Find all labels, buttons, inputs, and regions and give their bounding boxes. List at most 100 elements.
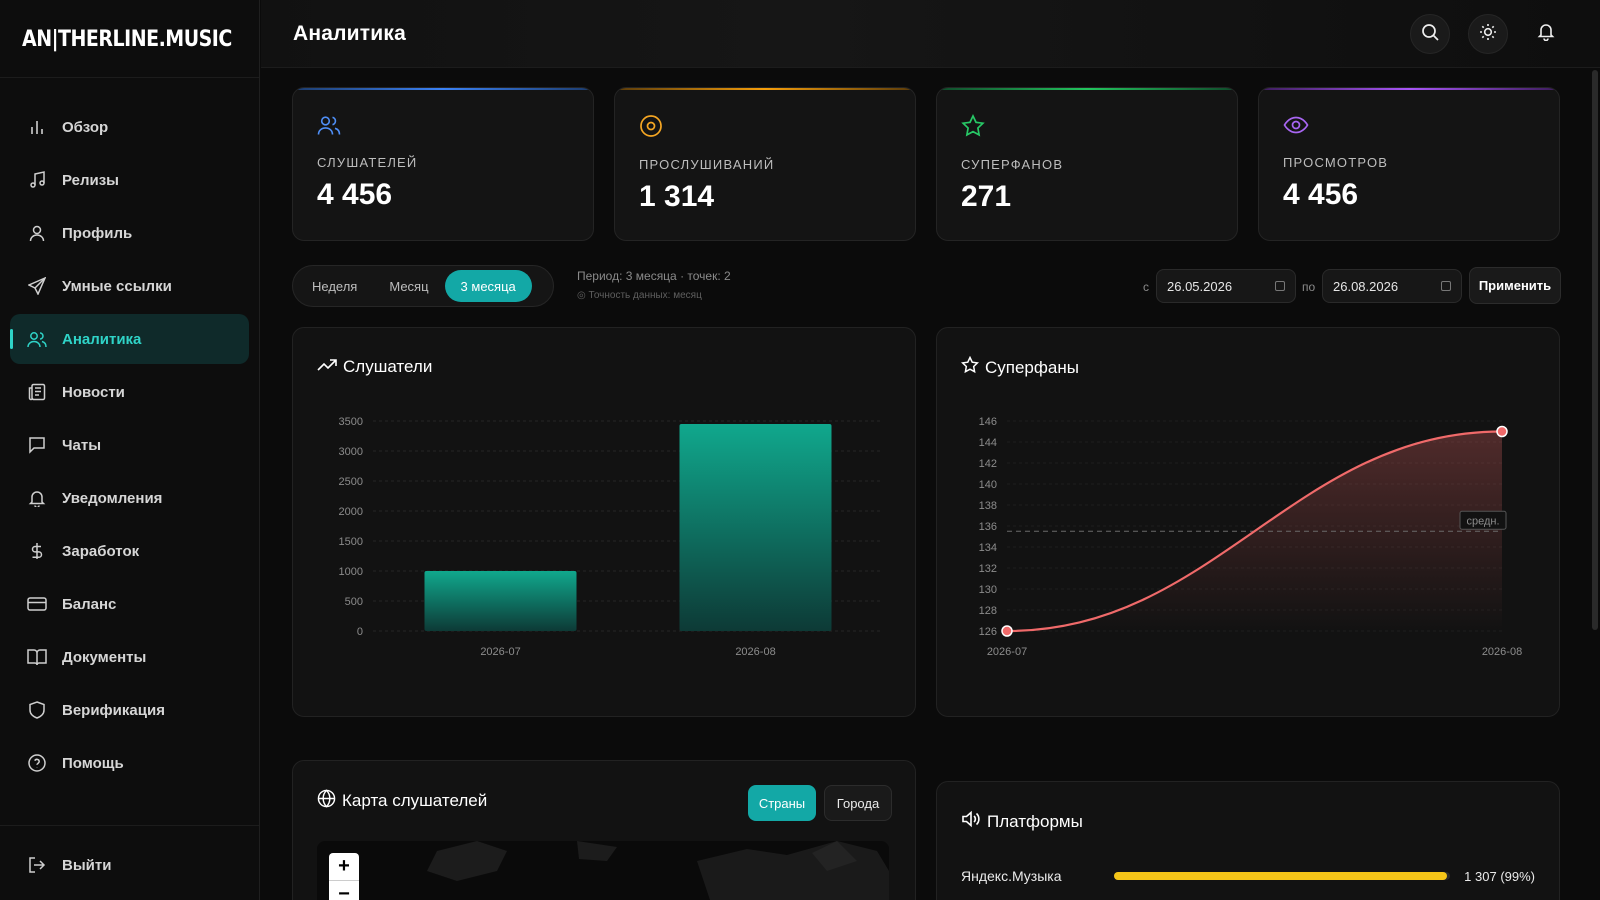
platforms-panel: Платформы Яндекс.Музыка 1 307 (99%) xyxy=(936,781,1560,900)
stat-card-views: ПРОСМОТРОВ 4 456 xyxy=(1258,87,1560,241)
newspaper-icon xyxy=(26,381,48,403)
sidebar-item-label: Заработок xyxy=(62,542,140,560)
date-to-input[interactable]: 26.08.2026 xyxy=(1322,269,1462,303)
star-icon xyxy=(961,114,985,142)
y-tick-label: 140 xyxy=(979,479,997,491)
stat-value: 4 456 xyxy=(317,178,393,211)
tab-cities[interactable]: Города xyxy=(824,785,892,821)
send-icon xyxy=(26,275,48,297)
sidebar-item-overview[interactable]: Обзор xyxy=(10,102,249,152)
y-tick-label: 138 xyxy=(979,500,997,512)
sidebar-item-chats[interactable]: Чаты xyxy=(10,420,249,470)
logout-button[interactable]: Выйти xyxy=(10,840,249,890)
period-selector: Неделя Месяц 3 месяца xyxy=(292,265,554,307)
brand-logo[interactable]: AN|THERLINE.MUSIC xyxy=(0,0,259,78)
sidebar-nav: Обзор Релизы Профиль Умные ссылки Аналит… xyxy=(0,78,259,788)
sidebar-item-label: Профиль xyxy=(62,224,133,242)
sidebar-item-profile[interactable]: Профиль xyxy=(10,208,249,258)
stat-accent-bar xyxy=(937,88,1237,90)
sidebar-item-notifications[interactable]: Уведомления xyxy=(10,473,249,523)
stat-card-plays: ПРОСЛУШИВАНИЙ 1 314 xyxy=(614,87,916,241)
y-tick-label: 1000 xyxy=(339,566,363,578)
y-tick-label: 126 xyxy=(979,626,997,638)
sidebar-item-help[interactable]: Помощь xyxy=(10,738,249,788)
sidebar-item-news[interactable]: Новости xyxy=(10,367,249,417)
date-from-label: с xyxy=(1143,280,1149,294)
sidebar-item-label: Баланс xyxy=(62,595,117,613)
date-to-value: 26.08.2026 xyxy=(1333,278,1399,294)
calendar-icon[interactable] xyxy=(1441,281,1451,291)
shield-icon xyxy=(26,699,48,721)
period-summary: Период: 3 месяца · точек: 2 xyxy=(577,269,731,283)
page-scrollbar[interactable] xyxy=(1592,70,1598,630)
date-to-label: по xyxy=(1302,280,1316,294)
help-circle-icon xyxy=(26,752,48,774)
superfans-chart-title: Суперфаны xyxy=(960,355,1079,379)
period-option-month[interactable]: Месяц xyxy=(389,278,429,294)
data-accuracy-note: ◎ Точность данных: месяц xyxy=(577,290,731,301)
sidebar-item-verification[interactable]: Верификация xyxy=(10,685,249,735)
y-tick-label: 146 xyxy=(979,416,997,428)
data-point xyxy=(1001,625,1013,637)
y-tick-label: 142 xyxy=(979,458,997,470)
x-tick-label: 2026-07 xyxy=(987,646,1027,658)
sidebar-item-label: Обзор xyxy=(62,118,109,136)
brand-logo-text: AN|THERLINE.MUSIC xyxy=(22,25,232,52)
listeners-bar-chart: 0 500 1000 1500 2000 2500 3000 3500 2026-07 2026-… xyxy=(339,416,883,658)
sidebar-item-documents[interactable]: Документы xyxy=(10,632,249,682)
listeners-chart-title-text: Слушатели xyxy=(343,356,433,376)
y-tick-label: 2500 xyxy=(339,476,363,488)
bar-chart-icon xyxy=(26,116,48,138)
tab-countries[interactable]: Страны xyxy=(748,785,816,821)
book-open-icon xyxy=(26,646,48,668)
sidebar-item-releases[interactable]: Релизы xyxy=(10,155,249,205)
bar xyxy=(424,571,577,631)
y-tick-label: 1500 xyxy=(339,536,363,548)
stat-accent-bar xyxy=(615,88,915,90)
data-accuracy-text: Точность данных: месяц xyxy=(588,290,702,301)
data-point xyxy=(1496,425,1508,438)
stat-card-listeners: СЛУШАТЕЛЕЙ 4 456 xyxy=(292,87,594,241)
disc-icon xyxy=(639,115,663,142)
listeners-chart-title: Слушатели xyxy=(317,356,432,377)
platforms-title-text: Платформы xyxy=(987,811,1083,831)
period-option-week[interactable]: Неделя xyxy=(312,278,358,294)
stat-label: ПРОСМОТРОВ xyxy=(1283,155,1389,170)
sidebar-item-balance[interactable]: Баланс xyxy=(10,579,249,629)
zoom-in-button[interactable]: + xyxy=(329,853,359,881)
dollar-icon xyxy=(26,540,48,562)
y-tick-label: 0 xyxy=(357,626,363,638)
stat-accent-bar xyxy=(293,88,593,90)
sidebar-footer: Выйти xyxy=(0,825,259,900)
superfans-chart-title-text: Суперфаны xyxy=(985,357,1079,377)
x-tick-label: 2026-08 xyxy=(1482,646,1522,658)
theme-toggle-button[interactable] xyxy=(1468,14,1508,54)
top-header: Аналитика xyxy=(261,0,1600,68)
sidebar-item-label: Чаты xyxy=(62,436,102,454)
apply-button[interactable]: Применить xyxy=(1469,267,1561,304)
sidebar-item-label: Уведомления xyxy=(62,489,163,507)
stat-label: СЛУШАТЕЛЕЙ xyxy=(317,155,418,170)
search-button[interactable] xyxy=(1410,14,1450,54)
x-tick-label: 2026-07 xyxy=(480,646,520,658)
trending-up-icon xyxy=(317,356,337,377)
speaker-icon xyxy=(961,810,981,833)
chat-icon xyxy=(26,434,48,456)
zoom-out-button[interactable]: − xyxy=(329,881,359,900)
listeners-chart-panel: Слушатели 0 500 1000 1500 2000 2500 3000 3500 20… xyxy=(292,327,916,717)
notifications-button[interactable] xyxy=(1526,14,1566,54)
y-tick-label: 144 xyxy=(979,437,997,449)
map-title: Карта слушателей xyxy=(317,789,487,813)
date-from-input[interactable]: 26.05.2026 xyxy=(1156,269,1296,303)
sidebar-item-analytics[interactable]: Аналитика xyxy=(10,314,249,364)
sidebar-item-earnings[interactable]: Заработок xyxy=(10,526,249,576)
logout-label: Выйти xyxy=(62,856,112,874)
period-option-3-months[interactable]: 3 месяца xyxy=(444,270,532,302)
sidebar-item-label: Релизы xyxy=(62,171,119,189)
y-tick-label: 136 xyxy=(979,521,997,533)
sidebar-item-smart-links[interactable]: Умные ссылки xyxy=(10,261,249,311)
platform-share-bar xyxy=(1114,872,1447,880)
calendar-icon[interactable] xyxy=(1275,281,1285,291)
world-map[interactable]: + − xyxy=(317,841,889,900)
date-from-value: 26.05.2026 xyxy=(1167,278,1233,294)
